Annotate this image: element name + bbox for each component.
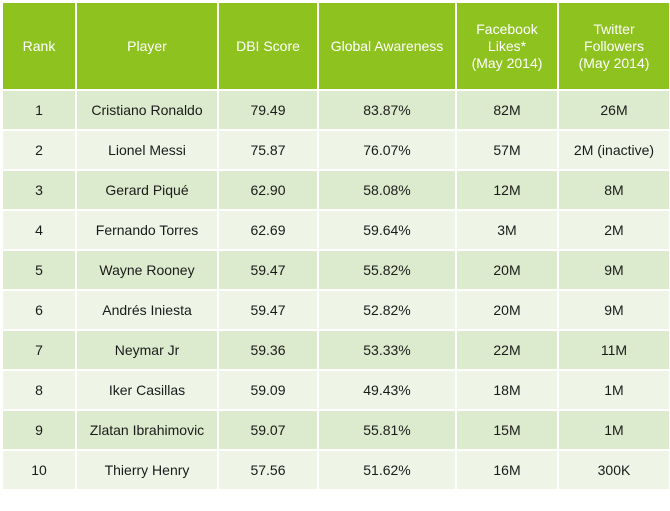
cell-rank: 8 <box>1 369 77 411</box>
cell-twitter-followers: 26M <box>557 89 670 131</box>
cell-player: Zlatan Ibrahimovic <box>75 409 219 451</box>
table-row: 10 Thierry Henry 57.56 51.62% 16M 300K <box>1 449 670 491</box>
cell-player: Iker Casillas <box>75 369 219 411</box>
cell-player: Fernando Torres <box>75 209 219 251</box>
cell-twitter-followers: 11M <box>557 329 670 371</box>
table-row: 1 Cristiano Ronaldo 79.49 83.87% 82M 26M <box>1 89 670 131</box>
cell-global-awareness: 55.82% <box>317 249 457 291</box>
cell-player: Lionel Messi <box>75 129 219 171</box>
cell-rank: 2 <box>1 129 77 171</box>
cell-twitter-followers: 9M <box>557 289 670 331</box>
cell-facebook-likes: 16M <box>455 449 559 491</box>
cell-facebook-likes: 12M <box>455 169 559 211</box>
cell-twitter-followers: 9M <box>557 249 670 291</box>
cell-rank: 6 <box>1 289 77 331</box>
cell-global-awareness: 83.87% <box>317 89 457 131</box>
cell-facebook-likes: 3M <box>455 209 559 251</box>
table-row: 7 Neymar Jr 59.36 53.33% 22M 11M <box>1 329 670 371</box>
cell-global-awareness: 58.08% <box>317 169 457 211</box>
table-row: 4 Fernando Torres 62.69 59.64% 3M 2M <box>1 209 670 251</box>
cell-player: Gerard Piqué <box>75 169 219 211</box>
header-twitter-line-3: (May 2014) <box>578 54 650 71</box>
cell-facebook-likes: 22M <box>455 329 559 371</box>
cell-facebook-likes: 15M <box>455 409 559 451</box>
cell-twitter-followers: 1M <box>557 369 670 411</box>
cell-global-awareness: 49.43% <box>317 369 457 411</box>
cell-rank: 3 <box>1 169 77 211</box>
header-dbi-score: DBI Score <box>217 1 319 91</box>
cell-global-awareness: 76.07% <box>317 129 457 171</box>
cell-dbi-score: 75.87 <box>217 129 319 171</box>
cell-facebook-likes: 20M <box>455 249 559 291</box>
cell-facebook-likes: 20M <box>455 289 559 331</box>
table-row: 2 Lionel Messi 75.87 76.07% 57M 2M (inac… <box>1 129 670 171</box>
header-facebook-line-2: Likes* <box>487 37 527 54</box>
cell-dbi-score: 59.07 <box>217 409 319 451</box>
cell-player: Wayne Rooney <box>75 249 219 291</box>
header-facebook-likes: Facebook Likes* (May 2014) <box>455 1 559 91</box>
cell-facebook-likes: 18M <box>455 369 559 411</box>
cell-global-awareness: 53.33% <box>317 329 457 371</box>
table-row: 9 Zlatan Ibrahimovic 59.07 55.81% 15M 1M <box>1 409 670 451</box>
cell-player: Cristiano Ronaldo <box>75 89 219 131</box>
cell-twitter-followers: 8M <box>557 169 670 211</box>
cell-player: Neymar Jr <box>75 329 219 371</box>
cell-dbi-score: 59.47 <box>217 249 319 291</box>
cell-dbi-score: 59.36 <box>217 329 319 371</box>
cell-twitter-followers: 1M <box>557 409 670 451</box>
cell-dbi-score: 62.90 <box>217 169 319 211</box>
cell-global-awareness: 55.81% <box>317 409 457 451</box>
cell-twitter-followers: 300K <box>557 449 670 491</box>
table-row: 6 Andrés Iniesta 59.47 52.82% 20M 9M <box>1 289 670 331</box>
cell-rank: 9 <box>1 409 77 451</box>
cell-facebook-likes: 82M <box>455 89 559 131</box>
header-rank: Rank <box>1 1 77 91</box>
cell-twitter-followers: 2M (inactive) <box>557 129 670 171</box>
cell-player: Thierry Henry <box>75 449 219 491</box>
cell-rank: 10 <box>1 449 77 491</box>
cell-global-awareness: 51.62% <box>317 449 457 491</box>
cell-global-awareness: 59.64% <box>317 209 457 251</box>
table-row: 3 Gerard Piqué 62.90 58.08% 12M 8M <box>1 169 670 211</box>
cell-rank: 4 <box>1 209 77 251</box>
cell-dbi-score: 57.56 <box>217 449 319 491</box>
cell-dbi-score: 59.47 <box>217 289 319 331</box>
header-facebook-line-3: (May 2014) <box>471 54 543 71</box>
table-row: 8 Iker Casillas 59.09 49.43% 18M 1M <box>1 369 670 411</box>
cell-rank: 5 <box>1 249 77 291</box>
header-twitter-followers: Twitter Followers (May 2014) <box>557 1 670 91</box>
cell-twitter-followers: 2M <box>557 209 670 251</box>
player-ranking-table: Rank Player DBI Score Global Awareness F… <box>1 1 670 491</box>
cell-global-awareness: 52.82% <box>317 289 457 331</box>
cell-player: Andrés Iniesta <box>75 289 219 331</box>
header-twitter-line-2: Followers <box>584 37 644 54</box>
table-row: 5 Wayne Rooney 59.47 55.82% 20M 9M <box>1 249 670 291</box>
header-player: Player <box>75 1 219 91</box>
header-facebook-line-1: Facebook <box>476 20 538 37</box>
cell-rank: 7 <box>1 329 77 371</box>
cell-dbi-score: 62.69 <box>217 209 319 251</box>
cell-facebook-likes: 57M <box>455 129 559 171</box>
cell-dbi-score: 59.09 <box>217 369 319 411</box>
cell-dbi-score: 79.49 <box>217 89 319 131</box>
cell-rank: 1 <box>1 89 77 131</box>
header-global-awareness: Global Awareness <box>317 1 457 91</box>
header-twitter-line-1: Twitter <box>593 20 635 37</box>
table-header-row: Rank Player DBI Score Global Awareness F… <box>1 1 670 91</box>
